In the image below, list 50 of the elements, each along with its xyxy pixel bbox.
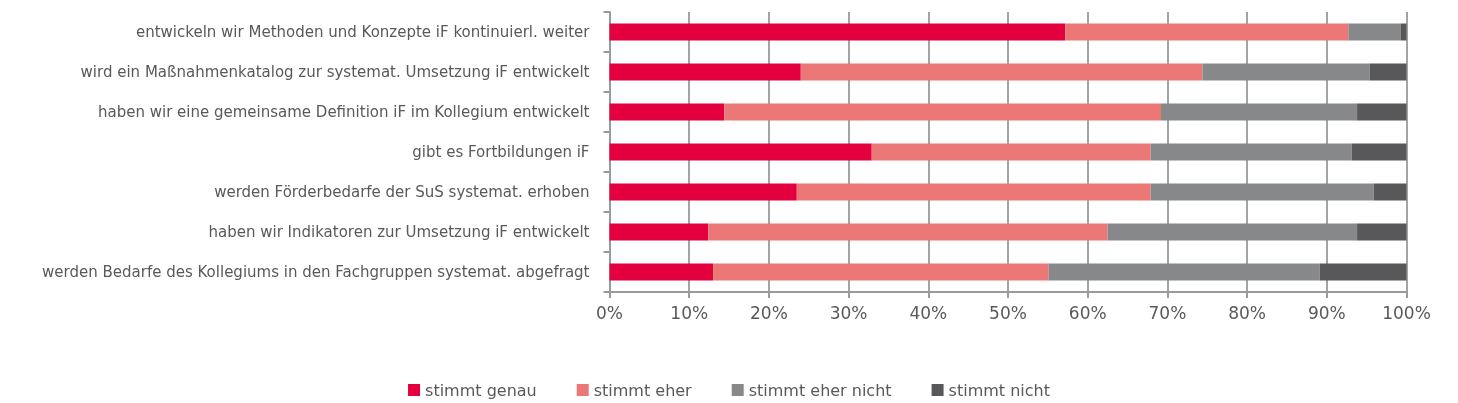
bar <box>708 223 1108 241</box>
bar <box>609 183 797 201</box>
bar <box>871 143 1151 161</box>
y-tick-label: wird ein Maßnahmenkatalog zur systemat. Umsetzung iF entwickelt <box>80 63 590 81</box>
x-tick-label: 90% <box>1307 302 1346 323</box>
bar <box>609 263 714 281</box>
x-tick-label: 50% <box>989 302 1027 323</box>
bar <box>1357 223 1407 241</box>
x-tick-label: 0% <box>596 302 623 323</box>
bar <box>1048 263 1320 281</box>
legend-label: stimmt nicht <box>948 380 1050 400</box>
legend-label: stimmt eher <box>593 380 693 400</box>
legend-label: stimmt eher nicht <box>748 380 892 400</box>
bar <box>1150 183 1374 201</box>
x-tick-label: 10% <box>670 302 709 323</box>
bar <box>1150 143 1352 161</box>
bar <box>1107 223 1358 241</box>
bar <box>1348 23 1401 41</box>
bar <box>609 143 872 161</box>
y-tick-label: werden Förderbedarfe der SuS systemat. erhoben <box>214 183 590 201</box>
x-tick-label: 30% <box>829 302 868 323</box>
y-tick-label: haben wir eine gemeinsame Definition iF im Kollegium entwickelt <box>97 103 590 121</box>
legend-label: stimmt genau <box>425 380 537 400</box>
x-tick-label: 20% <box>750 302 788 323</box>
bar <box>609 103 725 121</box>
bar <box>713 263 1049 281</box>
bar <box>1400 23 1407 41</box>
y-tick-label: haben wir Indikatoren zur Umsetzung iF entwickelt <box>208 223 590 241</box>
bar <box>1161 103 1358 121</box>
bar <box>609 223 709 241</box>
bar <box>1065 23 1349 41</box>
bar <box>609 63 801 81</box>
bar <box>1351 143 1407 161</box>
x-tick-label: 60% <box>1068 302 1107 323</box>
bar <box>800 63 1203 81</box>
bar <box>724 103 1162 121</box>
x-tick-label: 80% <box>1228 302 1266 323</box>
bar <box>609 23 1066 41</box>
bar <box>1202 63 1370 81</box>
x-tick-label: 70% <box>1148 302 1187 323</box>
bar <box>1357 103 1407 121</box>
bar <box>796 183 1151 201</box>
x-tick-label: 100% <box>1382 302 1431 323</box>
y-tick-label: werden Bedarfe des Kollegiums in den Fachgruppen systemat. abgefragt <box>42 263 590 281</box>
y-tick-label: entwickeln wir Methoden und Konzepte iF kontinuierl. weiter <box>135 23 591 41</box>
bar <box>1373 183 1407 201</box>
x-tick-label: 40% <box>909 302 948 323</box>
y-tick-label: gibt es Fortbildungen iF <box>412 143 590 161</box>
bar <box>1369 63 1407 81</box>
bar <box>1319 263 1407 281</box>
